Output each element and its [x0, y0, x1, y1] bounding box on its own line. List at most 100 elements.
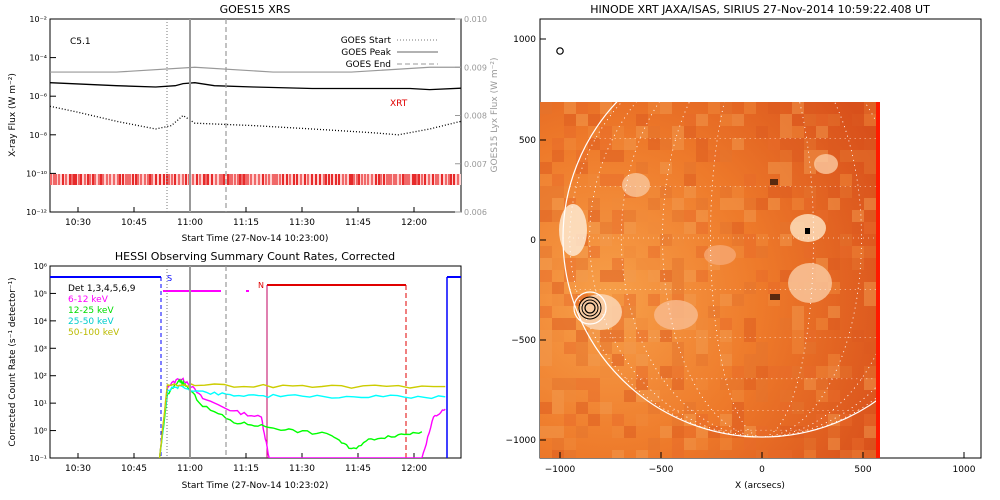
xrt-texture-block [804, 330, 816, 342]
xrt-texture-block [588, 210, 600, 222]
xrt-texture-block [624, 342, 636, 354]
xrt-texture-block [648, 246, 660, 258]
xrt-texture-block [600, 234, 612, 246]
xrt-texture-block [684, 210, 696, 222]
xrt-texture-block [816, 378, 828, 390]
xrt-texture-block [744, 426, 756, 438]
xrt-texture-block [588, 138, 600, 150]
xrt-texture-block [720, 438, 732, 450]
xrt-texture-block [600, 210, 612, 222]
hessi-y-tick-label: 10¹ [34, 399, 47, 408]
xrt-texture-block [744, 378, 756, 390]
xrt-texture-block [612, 222, 624, 234]
xrt-texture-block [540, 246, 552, 258]
xrt-texture-block [624, 222, 636, 234]
xrt-texture-block [804, 198, 816, 210]
xrt-texture-block [804, 342, 816, 354]
xrt-texture-block [660, 330, 672, 342]
xrt-title: HINODE XRT JAXA/ISAS, SIRIUS 27-Nov-2014… [590, 3, 930, 16]
goes-left-tick-label: 10⁻⁴ [29, 54, 47, 63]
xrt-x-tick-label: 0 [759, 465, 765, 475]
xrt-texture-block [600, 330, 612, 342]
xrt-texture-block [696, 210, 708, 222]
xrt-texture-block [828, 138, 840, 150]
contour-4 [584, 302, 596, 314]
xrt-texture-block [648, 258, 660, 270]
xrt-texture-block [864, 162, 876, 174]
xrt-texture-block [660, 270, 672, 282]
xrt-texture-block [840, 366, 852, 378]
xrt-texture-block [564, 390, 576, 402]
xrt-texture-block [588, 390, 600, 402]
xrt-texture-block [780, 150, 792, 162]
xrt-texture-block [864, 282, 876, 294]
xrt-texture-block [744, 282, 756, 294]
xrt-texture-block [744, 330, 756, 342]
xrt-texture-block [852, 438, 864, 450]
xrt-texture-block [540, 342, 552, 354]
xrt-texture-block [792, 306, 804, 318]
xrt-texture-block [636, 126, 648, 138]
xrt-texture-block [576, 270, 588, 282]
xrt-texture-block [744, 198, 756, 210]
xrt-texture-block [552, 282, 564, 294]
xrt-texture-block [804, 378, 816, 390]
xrt-texture-block [540, 210, 552, 222]
xrt-texture-block [828, 186, 840, 198]
hessi-y-tick-label: 10⁵ [34, 289, 47, 298]
xrt-texture-block [828, 318, 840, 330]
xrt-texture-block [672, 138, 684, 150]
xrt-texture-block [672, 282, 684, 294]
hessi-series-line-3 [158, 383, 446, 458]
goes-series-group [50, 66, 461, 136]
xrt-texture-block [732, 234, 744, 246]
xrt-texture-block [540, 270, 552, 282]
xrt-texture-block [768, 198, 780, 210]
xrt-texture-block [648, 138, 660, 150]
xrt-texture-block [564, 126, 576, 138]
active-region-center-w [654, 300, 698, 330]
xrt-texture-block [636, 414, 648, 426]
xrt-texture-block [600, 270, 612, 282]
legend-goes-start: GOES Start [341, 36, 392, 46]
xrt-texture-block [588, 198, 600, 210]
hessi-panel: HESSI Observing Summary Count Rates, Cor… [8, 250, 462, 491]
xrt-texture-block [612, 414, 624, 426]
xrt-texture-block [744, 354, 756, 366]
xrt-texture-block [864, 114, 876, 126]
legend-goes-peak: GOES Peak [341, 48, 391, 58]
xrt-texture-block [696, 438, 708, 450]
xrt-texture-block [540, 378, 552, 390]
xrt-texture-block [756, 126, 768, 138]
xrt-texture-block [864, 450, 876, 458]
xrt-texture-block [588, 246, 600, 258]
xrt-texture-block [684, 222, 696, 234]
xrt-texture-block [696, 354, 708, 366]
xrt-texture-block [696, 318, 708, 330]
goes-panel: GOES15 XRS 10⁻² 10⁻⁴ 10⁻⁶ 10⁻⁸ 10⁻¹⁰ 10⁻¹² 0.… [8, 3, 500, 244]
xrt-texture-block [756, 198, 768, 210]
xrt-texture-block [600, 402, 612, 414]
xrt-texture-block [624, 246, 636, 258]
goes-x-tick-label: 10:30 [65, 218, 91, 228]
goes-right-tick-label: 0.008 [464, 112, 487, 121]
xrt-texture-block [792, 102, 804, 114]
xrt-texture-block [696, 342, 708, 354]
xrt-texture-block [804, 102, 816, 114]
xrt-texture-block [672, 234, 684, 246]
xrt-texture-block [624, 390, 636, 402]
xrt-panel: HINODE XRT JAXA/ISAS, SIRIUS 27-Nov-2014… [506, 3, 982, 491]
xrt-texture-block [696, 222, 708, 234]
xrt-texture-block [552, 258, 564, 270]
xrt-texture-block [660, 366, 672, 378]
xrt-texture-block [576, 402, 588, 414]
xrt-texture-block [732, 366, 744, 378]
xrt-texture-block [768, 366, 780, 378]
xrt-texture-block [552, 426, 564, 438]
xrt-texture-block [816, 414, 828, 426]
xrt-texture-block [648, 126, 660, 138]
xrt-y-tick-label: 0 [530, 236, 536, 246]
xrt-texture-block [696, 198, 708, 210]
xrt-texture-block [720, 414, 732, 426]
